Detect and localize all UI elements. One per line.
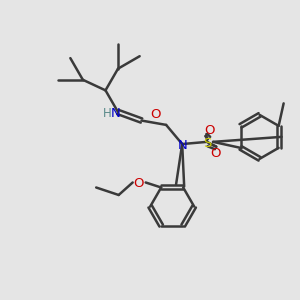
Text: O: O: [134, 178, 144, 190]
Text: N: N: [111, 107, 121, 120]
Text: S: S: [203, 137, 211, 150]
Text: O: O: [210, 147, 221, 160]
Text: N: N: [177, 139, 187, 152]
Text: O: O: [204, 124, 214, 137]
Text: O: O: [150, 108, 161, 121]
Text: H: H: [103, 107, 111, 120]
